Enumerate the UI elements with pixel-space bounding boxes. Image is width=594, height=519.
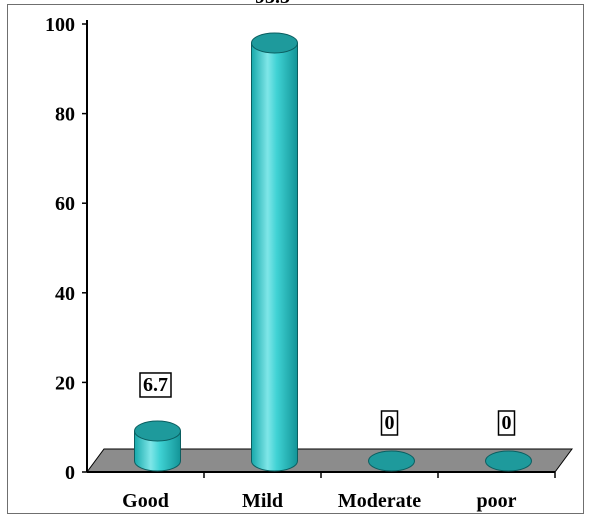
data-labels: 6.7 93.3 0 0	[139, 0, 516, 436]
data-label-box	[497, 410, 516, 436]
bars	[134, 32, 532, 472]
y-tick-label: 0	[65, 462, 75, 484]
x-tick-label: Good	[122, 490, 169, 512]
x-tick-label: Moderate	[338, 490, 421, 512]
y-tick-label: 20	[55, 372, 75, 394]
bar-top	[134, 420, 181, 442]
axes: 0 20 40 60 80 100 Good Mild Moderate poor	[45, 14, 556, 512]
bar	[485, 450, 532, 472]
bar	[368, 450, 415, 472]
bar-body	[134, 430, 181, 472]
data-label: 0	[385, 412, 395, 434]
data-label-box	[139, 372, 172, 398]
bar-top	[368, 450, 415, 472]
data-label: 93.3	[255, 0, 290, 8]
bar-body	[251, 42, 298, 472]
bar-top	[251, 32, 298, 54]
data-label-box	[380, 410, 399, 436]
data-label: 0	[502, 412, 512, 434]
data-label: 6.7	[143, 374, 168, 396]
x-tick-label: Mild	[242, 490, 283, 512]
y-tick-label: 60	[55, 193, 75, 215]
y-tick-label: 40	[55, 283, 75, 305]
bar-top	[485, 450, 532, 472]
y-tick-label: 100	[45, 14, 75, 36]
x-tick-label: poor	[477, 490, 517, 512]
bar	[251, 32, 298, 472]
y-tick-label: 80	[55, 104, 75, 126]
bar	[134, 420, 181, 472]
